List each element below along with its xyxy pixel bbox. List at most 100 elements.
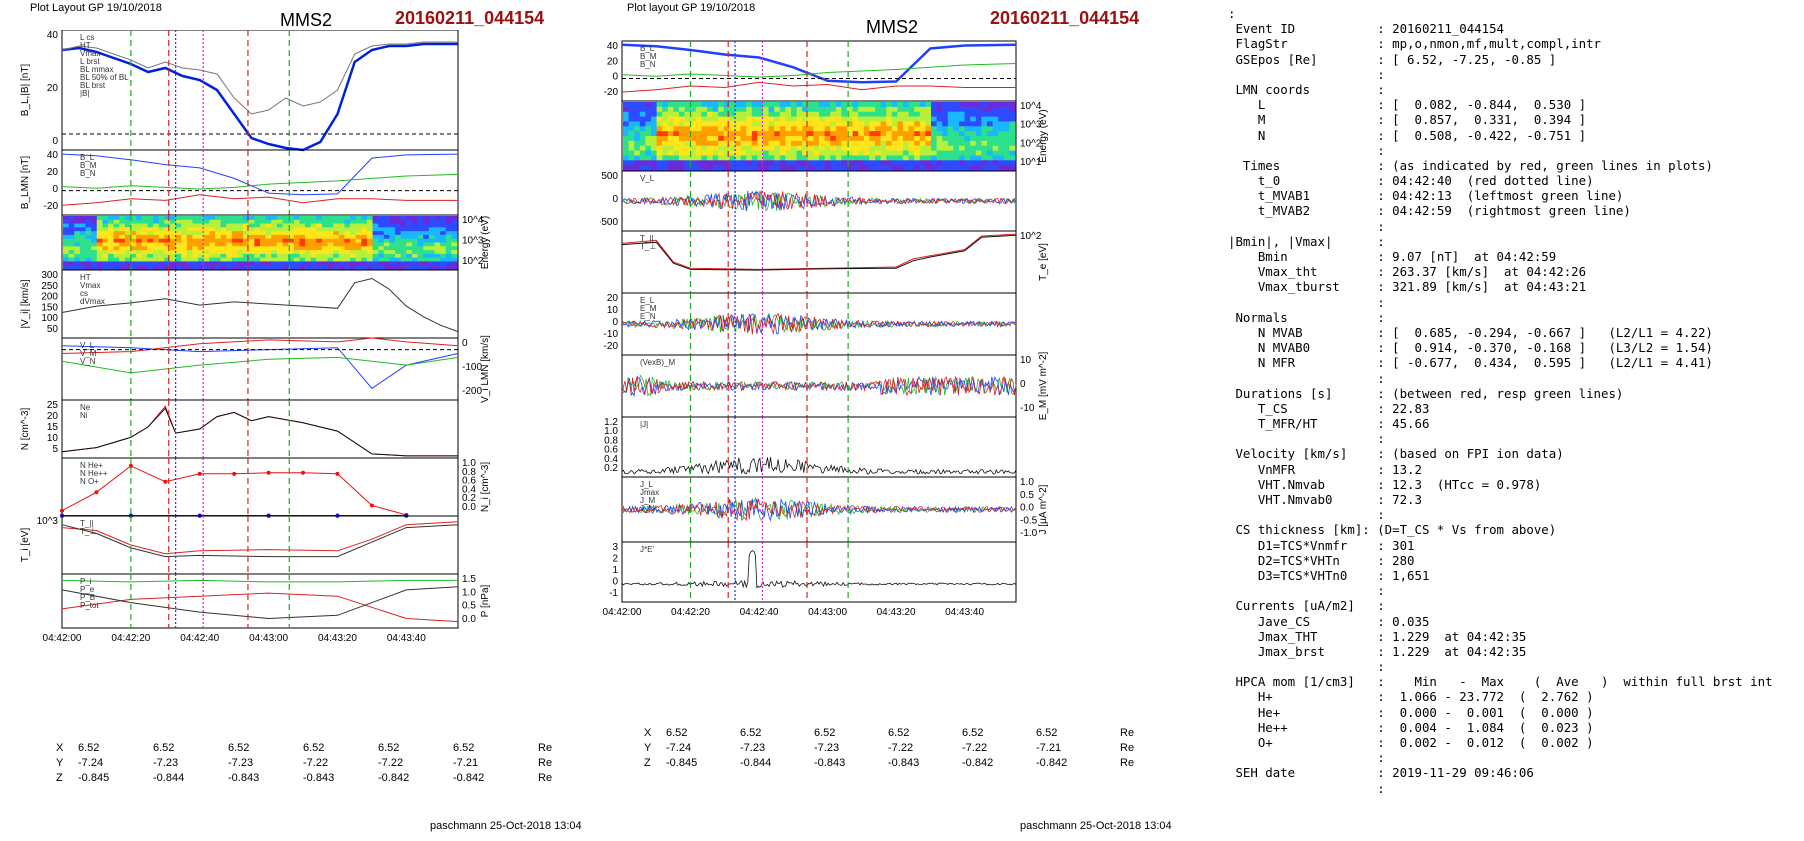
spectrogram-cell [779,121,786,127]
summary-line: GSEpos [Re] : [ 6.52, -7.25, -0.85 ] [1228,51,1557,67]
spectrogram-cell [740,160,747,166]
legend-label: P_e [80,585,95,594]
spectrogram-cell [942,106,949,113]
spectrogram-cell [757,111,764,118]
spectrogram-cell [701,165,708,171]
spectrogram-cell [254,246,261,251]
spectrogram-cell [327,246,334,251]
legend-label: N O+ [80,477,99,486]
spectrogram-cell [998,126,1005,132]
series-line-b-l [61,42,458,152]
spectrogram-cell [701,126,708,132]
spectrogram-cell [981,160,988,166]
spectrogram-cell [897,131,904,137]
spectrogram-cell [891,116,898,123]
spectrogram-cell [113,253,120,259]
spectrogram-cell [406,257,413,263]
spectrogram-cell [751,160,758,166]
spectrogram-cell [796,111,803,118]
spectrogram-cell [417,216,424,221]
spectrogram-cell [85,261,92,266]
spectrogram-cell [406,250,413,255]
spectrogram-cell [378,261,385,266]
spectrogram-cell [690,121,697,127]
spectrogram-cell [835,150,842,157]
spectrogram-cell [68,250,75,255]
spectrogram-cell [451,253,458,259]
tick-label: 10 [47,433,59,444]
tick-label: 3 [612,542,618,553]
tick-label: 0.2 [604,463,618,474]
spectrogram-cell [970,116,977,123]
spectrogram-cell [796,140,803,147]
spectrogram-cell [209,219,216,225]
legend-label: cs [80,289,88,298]
spectrogram-cell [785,106,792,113]
spectrogram-cell [417,219,424,225]
spectrogram-cell [265,246,272,251]
ephemeris-value: -7.24 [666,742,692,754]
spectrogram-cell [841,116,848,123]
tick-label: 0.4 [462,484,476,495]
spectrogram-cell [158,223,165,228]
spectrogram-cell [841,145,848,152]
spectrogram-cell [886,116,893,123]
spectrogram-cell [785,131,792,137]
data-point [232,471,237,476]
spectrogram-cell [707,102,714,108]
spectrogram-cell [220,250,227,255]
summary-line: He++ : 0.004 - 1.084 ( 0.023 ) [1228,719,1594,735]
spectrogram-cell [344,227,351,232]
spectrogram-cell [880,116,887,123]
spectrogram-cell [260,242,267,247]
spectrogram-cell [389,242,396,247]
spectrogram-cell [903,126,910,132]
spectrogram-cell [903,106,910,113]
spectrogram-cell [147,231,154,236]
spectrogram-cell [85,216,92,221]
spectrogram-cell [203,219,210,225]
spectrogram-cell [891,155,898,161]
summary-line: Jmax_brst : 1.229 at 04:42:35 [1228,643,1527,659]
spectrogram-cell [852,155,859,161]
spectrogram-cell [344,250,351,255]
spectrogram-cell [908,126,915,132]
spectrogram-cell [350,261,357,266]
tick-label: 10^3 [37,516,59,527]
spectrogram-cell [327,257,334,263]
spectrogram-cell [869,106,876,113]
spectrogram-cell [679,121,686,127]
spectrogram-cell [987,131,994,137]
spectrogram-cell [628,126,635,132]
spectrogram-cell [886,145,893,152]
spectrogram-cell [237,227,244,232]
spectrogram-cell [684,126,691,132]
spectrogram-cell [634,111,641,118]
spectrogram-cell [903,136,910,142]
time-tick-label: 04:42:20 [111,633,150,644]
spectrogram-cell [919,121,926,127]
spectrogram-cell [807,136,814,142]
spectrogram-cell [417,253,424,259]
spectrogram-cell [757,140,764,147]
data-point [404,513,409,518]
spectrogram-cell [936,145,943,152]
spectrogram-cell [164,265,171,270]
spectrogram-cell [186,216,194,221]
spectrogram-cell [835,131,842,137]
spectrogram-cell [338,261,346,266]
spectrogram-cell [130,231,137,236]
spectrogram-cell [651,145,658,152]
spectrogram-cell [1003,111,1010,118]
spectrogram-cell [288,253,295,259]
tick-label: 0.0 [462,614,476,625]
spectrogram-cell [875,121,882,127]
spectrogram-cell [768,160,775,166]
spectrogram-cell [411,227,419,232]
spectrogram-cell [130,257,137,263]
spectrogram-cell [802,160,809,166]
summary-line: t_MVAB1 : 04:42:13 (leftmost green line) [1228,188,1624,204]
ephemeris-unit: Re [1120,742,1135,754]
left-plot-header: Plot Layout GP 19/10/2018 [30,2,162,14]
